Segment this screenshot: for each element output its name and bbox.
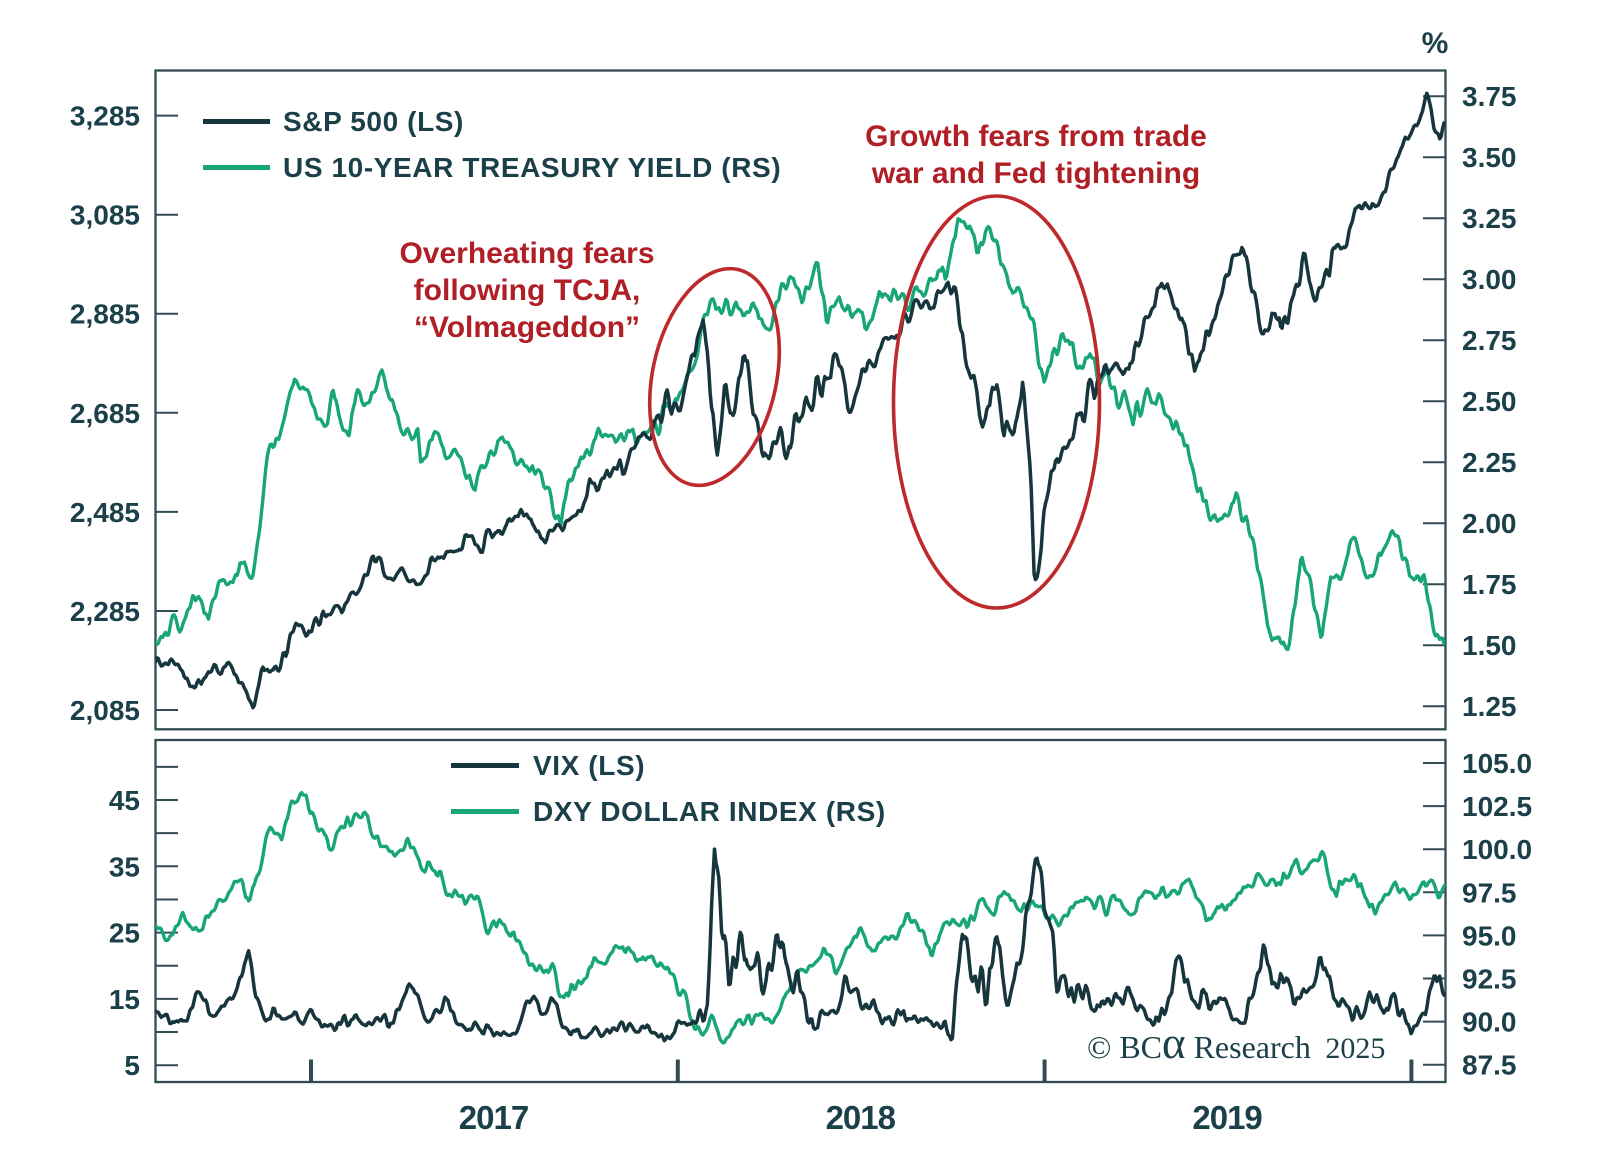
svg-text:3,085: 3,085	[70, 200, 140, 231]
svg-text:90.0: 90.0	[1462, 1007, 1517, 1038]
svg-text:2017: 2017	[459, 1099, 528, 1136]
svg-text:5: 5	[124, 1050, 140, 1081]
svg-text:2018: 2018	[826, 1099, 896, 1136]
svg-text:3.00: 3.00	[1462, 264, 1517, 295]
svg-text:1.25: 1.25	[1462, 691, 1517, 722]
svg-text:%: %	[1422, 27, 1449, 60]
svg-text:3.25: 3.25	[1462, 203, 1517, 234]
svg-text:2.25: 2.25	[1462, 447, 1517, 478]
svg-text:92.5: 92.5	[1462, 964, 1517, 995]
svg-text:Overheating fears: Overheating fears	[399, 237, 654, 270]
svg-text:45: 45	[109, 785, 140, 816]
svg-text:2,685: 2,685	[70, 398, 140, 429]
svg-text:war and Fed tightening: war and Fed tightening	[871, 157, 1200, 190]
svg-text:87.5: 87.5	[1462, 1050, 1517, 1081]
svg-text:3.75: 3.75	[1462, 81, 1517, 112]
svg-text:102.5: 102.5	[1462, 791, 1532, 822]
svg-text:2,285: 2,285	[70, 596, 140, 627]
svg-text:DXY DOLLAR INDEX (RS): DXY DOLLAR INDEX (RS)	[533, 796, 886, 827]
svg-text:2,085: 2,085	[70, 695, 140, 726]
svg-text:2,885: 2,885	[70, 299, 140, 330]
svg-text:“Volmageddon”: “Volmageddon”	[414, 311, 640, 344]
svg-text:2,485: 2,485	[70, 497, 140, 528]
svg-text:35: 35	[109, 851, 140, 882]
svg-text:95.0: 95.0	[1462, 920, 1517, 951]
svg-text:S&P 500 (LS): S&P 500 (LS)	[283, 106, 464, 137]
svg-text:Growth fears from trade: Growth fears from trade	[865, 120, 1207, 153]
svg-text:25: 25	[109, 918, 140, 949]
svg-text:3.50: 3.50	[1462, 142, 1517, 173]
svg-text:100.0: 100.0	[1462, 834, 1532, 865]
svg-text:105.0: 105.0	[1462, 748, 1532, 779]
svg-text:97.5: 97.5	[1462, 877, 1517, 908]
svg-text:2019: 2019	[1192, 1099, 1262, 1136]
svg-text:15: 15	[109, 984, 140, 1015]
svg-text:US 10-YEAR TREASURY YIELD (RS): US 10-YEAR TREASURY YIELD (RS)	[283, 152, 781, 183]
svg-text:following TCJA,: following TCJA,	[414, 274, 641, 307]
svg-text:1.50: 1.50	[1462, 630, 1517, 661]
svg-text:2.75: 2.75	[1462, 325, 1517, 356]
svg-text:1.75: 1.75	[1462, 569, 1517, 600]
svg-text:3,285: 3,285	[70, 101, 140, 132]
svg-text:2.00: 2.00	[1462, 508, 1517, 539]
svg-text:VIX (LS): VIX (LS)	[533, 750, 645, 781]
svg-text:2.50: 2.50	[1462, 386, 1517, 417]
